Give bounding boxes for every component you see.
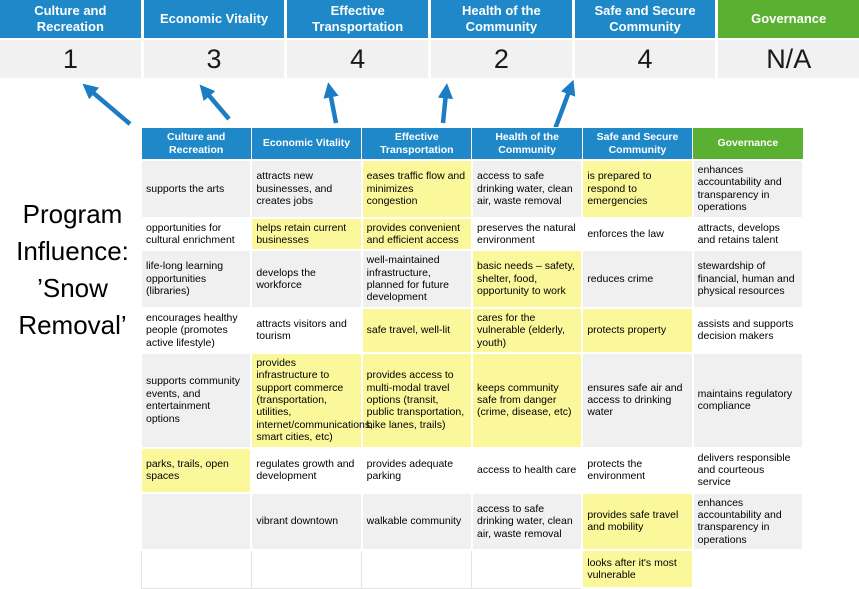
matrix-cell: assists and supports decision makers (691, 306, 805, 354)
matrix-cell-highlighted: provides safe travel and mobility (581, 491, 694, 552)
matrix-row: looks after it's most vulnerable (140, 549, 803, 589)
matrix-cell: access to safe drinking water, clean air… (470, 159, 584, 219)
matrix-cell-highlighted: cares for the vulnerable (elderly, youth… (470, 306, 584, 354)
influence-arrows (82, 79, 576, 130)
scoreboard-column-effective-transportation: Effective Transportation 4 (287, 0, 429, 78)
scoreboard-column-culture-and-recreation: Culture and Recreation 1 (0, 0, 141, 78)
matrix-cell: stewardship of financial, human and phys… (691, 249, 805, 309)
matrix-cell: enhances accountability and transparency… (691, 159, 805, 219)
matrix-cell: encourages healthy people (promotes acti… (139, 306, 253, 354)
matrix-cell-highlighted: safe travel, well-lit (360, 306, 473, 354)
scoreboard-column-safe-and-secure-community: Safe and Secure Community 4 (574, 0, 716, 78)
matrix-cell (139, 491, 253, 552)
matrix-cell: provides adequate parking (360, 446, 473, 494)
matrix-cell-highlighted: parks, trails, open spaces (139, 446, 253, 494)
matrix-cell: access to safe drinking water, clean air… (470, 491, 584, 552)
matrix-cell (140, 549, 252, 589)
influence-arrow-health (437, 83, 454, 124)
matrix-cell (361, 549, 473, 589)
matrix-row: life-long learning opportunities (librar… (139, 249, 805, 309)
matrix-row: encourages healthy people (promotes acti… (139, 306, 805, 354)
matrix-cell-highlighted: helps retain current businesses (250, 216, 363, 252)
influence-arrow-culture (82, 83, 132, 126)
score-value-effective-transportation: 4 (287, 40, 429, 78)
matrix-cell: delivers responsible and courteous servi… (691, 446, 805, 494)
matrix-cell (250, 549, 363, 589)
matrix-table: Culture and Recreation Economic Vitality E… (139, 127, 805, 589)
scoreboard-header-safe-and-secure-community: Safe and Secure Community (574, 0, 716, 38)
score-value-culture-and-recreation: 1 (0, 40, 141, 78)
matrix-row: opportunities for cultural enrichment hel… (139, 216, 805, 252)
matrix-header-culture-and-recreation: Culture and Recreation (140, 127, 252, 161)
matrix-cell: well-maintained infrastructure, planned … (360, 249, 473, 309)
matrix-cell-highlighted: looks after it's most vulnerable (581, 549, 694, 589)
matrix-cell: life-long learning opportunities (librar… (139, 249, 253, 309)
scoreboard-column-health-of-the-community: Health of the Community 2 (431, 0, 572, 78)
matrix-row: parks, trails, open spaces regulates grow… (139, 446, 805, 494)
scoreboard: Culture and Recreation 1 Economic Vitality… (0, 0, 859, 78)
matrix-cell: vibrant downtown (250, 491, 363, 552)
score-value-safe-and-secure-community: 4 (574, 40, 716, 78)
matrix-cell: supports community events, and entertain… (139, 351, 253, 449)
matrix-cell (471, 549, 583, 589)
matrix-cell: attracts new businesses, and creates job… (250, 159, 363, 219)
matrix-header-health-of-the-community: Health of the Community (471, 127, 583, 161)
matrix: Culture and Recreation Economic Vitality E… (139, 127, 805, 589)
matrix-header-governance: Governance (692, 127, 804, 161)
score-value-health-of-the-community: 2 (431, 40, 572, 78)
scoreboard-column-governance: Governance N/A (718, 0, 859, 78)
matrix-cell: supports the arts (139, 159, 253, 219)
scoreboard-header-culture-and-recreation: Culture and Recreation (0, 0, 141, 38)
matrix-header-economic-vitality: Economic Vitality (250, 127, 363, 161)
matrix-cell-highlighted: provides infrastructure to support comme… (250, 351, 373, 449)
influence-arrow-transportation (323, 82, 339, 124)
influence-arrow-safe (552, 79, 576, 130)
score-value-governance: N/A (718, 40, 859, 78)
matrix-cell-highlighted: provides convenient and efficient access (360, 216, 473, 252)
matrix-header-safe-and-secure-community: Safe and Secure Community (581, 127, 694, 161)
matrix-cell: opportunities for cultural enrichment (139, 216, 253, 252)
influence-arrow-economic (199, 84, 231, 121)
matrix-cell: attracts visitors and tourism (250, 306, 363, 354)
scoreboard-column-economic-vitality: Economic Vitality 3 (143, 0, 285, 78)
score-value-economic-vitality: 3 (143, 40, 285, 78)
matrix-cell: reduces crime (581, 249, 694, 309)
matrix-cell-highlighted: eases traffic flow and minimizes congest… (360, 159, 473, 219)
scoreboard-header-health-of-the-community: Health of the Community (431, 0, 572, 38)
matrix-cell-highlighted: basic needs – safety, shelter, food, opp… (470, 249, 584, 309)
matrix-cell: preserves the natural environment (470, 216, 584, 252)
matrix-header-effective-transportation: Effective Transportation (361, 127, 473, 161)
matrix-row: supports the arts attracts new businesses… (139, 159, 805, 219)
matrix-cell: maintains regulatory compliance (691, 351, 805, 449)
matrix-cell: access to health care (470, 446, 584, 494)
matrix-cell-highlighted: is prepared to respond to emergencies (581, 159, 694, 219)
matrix-cell (692, 550, 803, 589)
matrix-cell: walkable community (360, 491, 473, 552)
matrix-cell: regulates growth and development (250, 446, 363, 494)
scoreboard-header-governance: Governance (718, 0, 859, 38)
matrix-row: vibrant downtown walkable community access… (139, 491, 805, 552)
matrix-cell-highlighted: protects property (581, 306, 694, 354)
matrix-cell: enforces the law (581, 216, 694, 252)
matrix-cell: ensures safe air and access to drinking … (581, 351, 694, 449)
matrix-cell-highlighted: keeps community safe from danger (crime,… (470, 351, 584, 449)
matrix-row: supports community events, and entertain… (139, 351, 805, 449)
matrix-cell: attracts, develops and retains talent (691, 216, 805, 252)
matrix-cell-highlighted: provides access to multi-modal travel op… (360, 351, 473, 449)
matrix-cell: protects the environment (581, 446, 694, 494)
matrix-cell: develops the workforce (250, 249, 363, 309)
scoreboard-header-effective-transportation: Effective Transportation (287, 0, 429, 38)
scoreboard-header-economic-vitality: Economic Vitality (143, 0, 285, 38)
matrix-cell: enhances accountability and transparency… (691, 491, 805, 552)
program-influence-label: Program Influence: ’Snow Removal’ (16, 199, 129, 340)
